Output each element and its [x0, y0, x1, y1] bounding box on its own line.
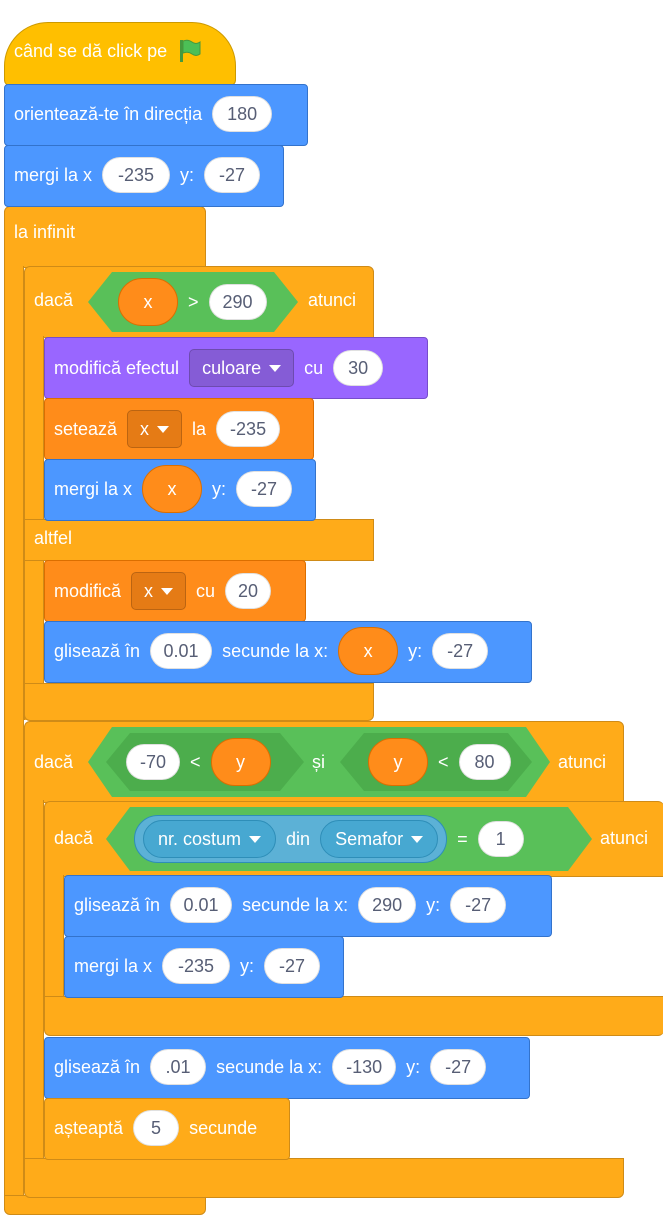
forever-bottom	[4, 1195, 206, 1215]
glide-mid-label: secunde la x:	[216, 1056, 323, 1077]
green-flag-icon	[180, 39, 201, 62]
inner-if-arm	[44, 875, 64, 1000]
y-input[interactable]: -27	[204, 157, 261, 193]
if1-then: atunci	[308, 290, 357, 310]
property-dropdown[interactable]: nr. costum	[143, 820, 277, 858]
y-input[interactable]: -27	[264, 948, 321, 984]
chevron-down-icon	[269, 364, 282, 372]
hat-label: când se dă click pe	[14, 40, 168, 61]
x-reporter[interactable]: x	[142, 465, 203, 513]
chevron-down-icon	[161, 587, 174, 595]
point-in-direction-block[interactable]	[4, 84, 308, 146]
set-value-input[interactable]: -235	[216, 411, 281, 447]
change-effect-label: modifică efectul	[54, 357, 180, 378]
equals-operator: =	[457, 828, 468, 849]
y-label: y:	[426, 894, 441, 915]
glide-mid-label: secunde la x:	[222, 640, 329, 661]
change-label: modifică	[54, 580, 122, 601]
y-input[interactable]: -27	[432, 633, 489, 669]
y-input[interactable]: -27	[430, 1049, 487, 1085]
if2-bottom	[24, 1158, 624, 1198]
variable-dropdown[interactable]: x	[127, 410, 183, 448]
goto-label: mergi la x	[74, 955, 153, 976]
glide-label: glisează în	[74, 894, 161, 915]
property-value: nr. costum	[158, 828, 242, 849]
goto-label: mergi la x	[54, 478, 133, 499]
if1-value[interactable]: 290	[208, 284, 267, 320]
variable-dropdown[interactable]: x	[131, 572, 187, 610]
y-reporter[interactable]: y	[210, 738, 271, 786]
forever-arm	[4, 266, 24, 1210]
wait-seconds-input[interactable]: 5	[133, 1110, 180, 1146]
inner-if-then: atunci	[600, 828, 649, 848]
seconds-input[interactable]: .01	[150, 1049, 207, 1085]
glide-mid-label: secunde la x:	[242, 894, 349, 915]
x-reporter[interactable]: x	[118, 278, 178, 326]
chevron-down-icon	[411, 835, 424, 843]
x-input[interactable]: -235	[162, 948, 231, 984]
seconds-input[interactable]: 0.01	[170, 887, 233, 923]
inner-if-bottom	[44, 996, 663, 1036]
and-label: și	[312, 752, 325, 772]
x-reporter[interactable]: x	[338, 627, 399, 675]
if1-bottom	[24, 683, 374, 721]
x-input[interactable]: -235	[102, 157, 171, 193]
y-label: y:	[408, 640, 423, 661]
lower-bound[interactable]: -70	[126, 744, 180, 780]
seconds-input[interactable]: 0.01	[150, 633, 213, 669]
wait-label: așteaptă	[54, 1117, 124, 1138]
change-amount-input[interactable]: 20	[225, 573, 272, 609]
y-label: y:	[180, 164, 195, 185]
if2-label: dacă	[34, 752, 74, 772]
set-label: setează	[54, 418, 118, 439]
inner-if-label: dacă	[54, 828, 94, 848]
greater-operator: >	[188, 291, 199, 312]
less-operator: <	[190, 751, 201, 772]
y-reporter[interactable]: y	[368, 738, 428, 786]
if1-label: dacă	[34, 290, 74, 310]
glide-label: glisează în	[54, 1056, 141, 1077]
less-operator: <	[438, 751, 449, 772]
if2-then: atunci	[558, 752, 607, 772]
forever-label: la infinit	[14, 222, 76, 242]
cu-label: cu	[304, 357, 324, 378]
y-input[interactable]: -27	[450, 887, 507, 923]
x-input[interactable]: -130	[332, 1049, 397, 1085]
sprite-value: Semafor	[335, 828, 404, 849]
sprite-dropdown[interactable]: Semafor	[320, 820, 439, 858]
x-input[interactable]: 290	[358, 887, 417, 923]
effect-dropdown[interactable]: culoare	[189, 349, 295, 387]
variable-name: x	[140, 418, 150, 439]
of-label: din	[286, 828, 311, 849]
wait-unit-label: secunde	[189, 1117, 258, 1138]
else-label: altfel	[34, 528, 73, 548]
direction-input[interactable]: 180	[212, 96, 273, 132]
upper-bound[interactable]: 80	[458, 744, 511, 780]
y-label: y:	[406, 1056, 421, 1077]
point-direction-label: orientează-te în direcția	[14, 103, 203, 124]
variable-name: x	[144, 580, 154, 601]
if1-else-bar	[24, 519, 374, 561]
cu-label: cu	[196, 580, 216, 601]
goto-label: mergi la x	[14, 164, 93, 185]
equals-value[interactable]: 1	[477, 821, 524, 857]
glide-label: glisează în	[54, 640, 141, 661]
chevron-down-icon	[249, 835, 262, 843]
y-label: y:	[212, 478, 227, 499]
effect-value: culoare	[202, 357, 262, 378]
glide-block[interactable]	[44, 621, 532, 683]
effect-amount-input[interactable]: 30	[333, 350, 384, 386]
la-label: la	[192, 418, 207, 439]
chevron-down-icon	[157, 425, 170, 433]
y-input[interactable]: -27	[236, 471, 293, 507]
of-sensing-reporter[interactable]: nr. costum din Semafor	[134, 815, 448, 863]
y-label: y:	[240, 955, 255, 976]
if2-arm	[24, 800, 44, 1160]
